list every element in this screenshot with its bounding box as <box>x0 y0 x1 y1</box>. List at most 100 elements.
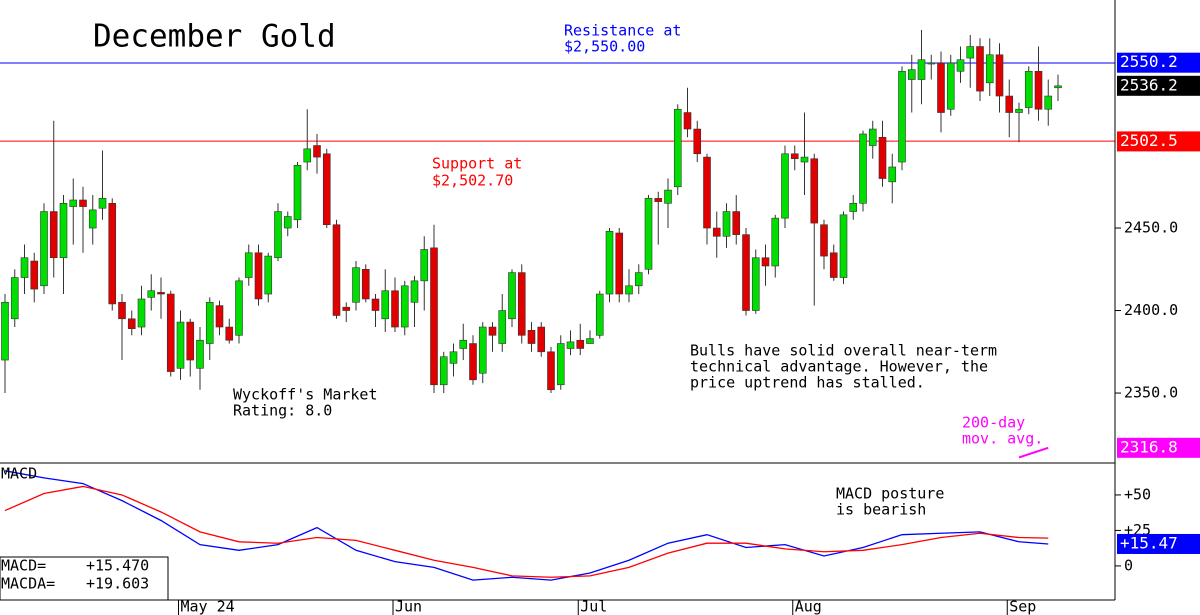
candle-body <box>586 338 594 344</box>
readout-label: MACD= <box>1 557 46 575</box>
candle-body <box>371 298 380 311</box>
candle-body <box>430 247 438 386</box>
x-tick-label: Aug <box>795 598 822 615</box>
candle-body <box>127 318 136 329</box>
candle-body <box>683 112 692 130</box>
annotation: $2,502.70 <box>432 172 513 190</box>
level-box <box>1117 533 1200 554</box>
candle-body <box>888 166 897 183</box>
candle-body <box>517 272 526 336</box>
candle-body <box>118 301 126 320</box>
candle-body <box>176 321 185 369</box>
candle-body <box>898 70 906 163</box>
level-box <box>1117 437 1200 458</box>
candle-body <box>205 301 214 344</box>
macd-line <box>4 470 1049 581</box>
y-tick-label: 2400.0 <box>1124 301 1178 319</box>
candle-body <box>849 202 858 212</box>
candle-body <box>303 148 312 163</box>
annotation: $2,550.00 <box>564 38 645 56</box>
candle-body <box>254 252 263 300</box>
candle-body <box>59 202 68 259</box>
candle-body <box>488 326 497 336</box>
level-box <box>1117 75 1200 96</box>
macd-line <box>4 485 1049 578</box>
candle-body <box>615 232 624 295</box>
annotation: Bulls have solid overall near-term <box>690 342 997 360</box>
candle-body <box>527 330 536 344</box>
y-tick-label: 0 <box>1124 556 1133 574</box>
candle-body <box>410 280 419 303</box>
candle-body <box>274 211 282 259</box>
candle-body <box>381 290 390 320</box>
candle-body <box>186 321 195 361</box>
candle-body <box>566 341 575 349</box>
annotation: Wyckoff's Market <box>233 386 378 404</box>
x-tick-label: Jul <box>580 598 607 615</box>
candle-body <box>1024 70 1033 108</box>
candle-body <box>985 54 994 84</box>
level-label: 2536.2 <box>1120 75 1178 94</box>
candle-body <box>693 128 702 155</box>
y-tick-label: +50 <box>1124 485 1151 503</box>
annotation: technical advantage. However, the <box>690 358 988 376</box>
candle-body <box>322 153 331 226</box>
candle-body <box>391 290 399 328</box>
candle-body <box>1034 70 1043 110</box>
candle-body <box>673 108 682 188</box>
candle-body <box>439 356 448 386</box>
candle-body <box>664 189 672 204</box>
candle-body <box>761 257 770 267</box>
candle-body <box>644 198 653 270</box>
candle-body <box>459 339 468 349</box>
candle-body <box>157 292 165 295</box>
x-tick-label: Jun <box>395 598 422 615</box>
candle-body <box>342 306 351 311</box>
candle-body <box>10 277 19 320</box>
candle-body <box>907 69 916 80</box>
candle-body <box>859 133 867 204</box>
candle-body <box>820 224 828 257</box>
candle-body <box>508 272 516 320</box>
frame <box>0 0 1116 601</box>
candle-body <box>1054 85 1062 89</box>
candle-body <box>771 217 780 267</box>
candle-body <box>976 46 984 92</box>
candle-body <box>781 153 789 219</box>
candle-body <box>878 136 887 179</box>
candle-body <box>810 158 819 224</box>
candle-body <box>283 216 292 229</box>
level-box <box>1117 52 1200 73</box>
level-label: 2550.2 <box>1120 52 1178 71</box>
candle-body <box>469 343 477 381</box>
annotation: Rating: 8.0 <box>233 402 332 420</box>
level-box <box>1117 131 1200 152</box>
candle-body <box>30 260 39 290</box>
candle-body <box>235 280 243 336</box>
candle-body <box>1044 95 1053 110</box>
annotation: MACD posture <box>836 485 944 503</box>
candle-body <box>361 268 370 300</box>
candle-body <box>800 156 809 163</box>
annotation: Support at <box>432 155 522 173</box>
candle-body <box>966 46 975 59</box>
panel-title: MACD <box>1 465 37 483</box>
candle-body <box>927 62 936 65</box>
candle-body <box>332 224 341 316</box>
y-tick-label: 2350.0 <box>1124 384 1178 402</box>
candle-body <box>244 252 253 278</box>
candle-body <box>537 326 546 353</box>
candle-body <box>654 198 663 202</box>
candle-body <box>556 343 565 386</box>
candle-body <box>956 59 965 72</box>
annotation: Resistance at <box>564 22 681 40</box>
candle-body <box>293 165 302 221</box>
candle-body <box>166 293 175 372</box>
readout-value: +15.470 <box>86 557 149 575</box>
candle-body <box>79 199 87 207</box>
candle-body <box>49 211 58 259</box>
candle-body <box>196 339 204 369</box>
candle-body <box>137 298 146 328</box>
candle-body <box>995 54 1004 97</box>
